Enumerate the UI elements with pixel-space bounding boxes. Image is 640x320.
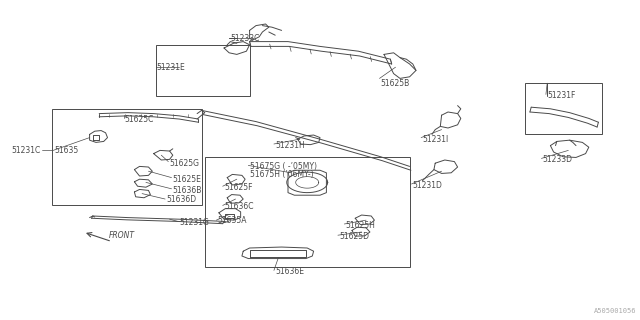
Text: 51625B: 51625B — [381, 79, 410, 88]
Bar — [52, 109, 202, 205]
Text: A505001056: A505001056 — [595, 308, 637, 314]
Text: 51636B: 51636B — [173, 186, 202, 195]
Text: 51625H: 51625H — [346, 221, 376, 230]
Text: 51231I: 51231I — [422, 135, 449, 144]
Text: FRONT: FRONT — [109, 231, 135, 240]
Text: 51231D: 51231D — [413, 181, 443, 190]
Text: 51625C: 51625C — [125, 116, 154, 124]
Text: 51231E: 51231E — [157, 63, 186, 72]
Bar — [525, 83, 602, 134]
Text: 51625D: 51625D — [339, 232, 369, 241]
Text: 51233D: 51233D — [543, 156, 573, 164]
Text: 51635: 51635 — [54, 146, 79, 155]
Text: 51636E: 51636E — [275, 268, 304, 276]
Text: 51231H: 51231H — [275, 141, 305, 150]
Text: 51636C: 51636C — [224, 202, 253, 211]
Text: 51231C: 51231C — [12, 146, 41, 155]
Text: 51675G ( -’05MY): 51675G ( -’05MY) — [250, 162, 317, 171]
Text: 51625F: 51625F — [224, 183, 253, 192]
Text: 51231G: 51231G — [179, 218, 209, 227]
Text: 51635A: 51635A — [218, 216, 247, 225]
Text: 51625E: 51625E — [173, 175, 202, 184]
Bar — [156, 45, 250, 96]
Text: 51233C: 51233C — [230, 34, 260, 43]
Text: 51231F: 51231F — [547, 92, 575, 100]
Text: 51625G: 51625G — [170, 159, 200, 168]
Bar — [205, 157, 410, 267]
Text: 51675H (’06MY-): 51675H (’06MY-) — [250, 170, 313, 179]
Text: 51636D: 51636D — [166, 196, 196, 204]
